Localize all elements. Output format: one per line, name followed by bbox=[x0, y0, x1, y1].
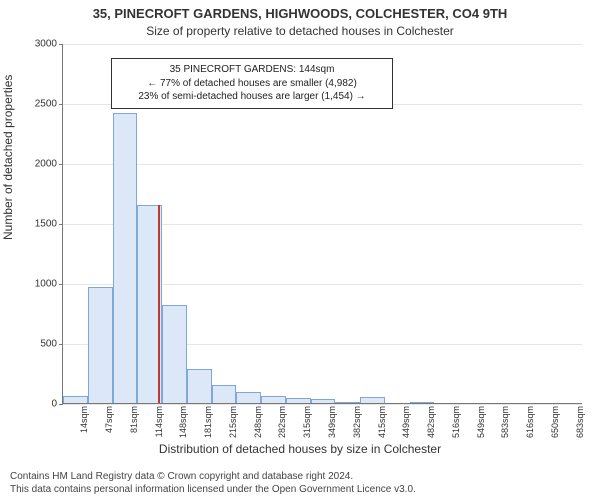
y-axis-label: Number of detached properties bbox=[1, 75, 15, 240]
gridline bbox=[63, 404, 582, 405]
bar bbox=[88, 287, 113, 403]
footer: Contains HM Land Registry data © Crown c… bbox=[10, 471, 590, 496]
y-tick-mark bbox=[59, 404, 63, 405]
chart-title: 35, PINECROFT GARDENS, HIGHWOODS, COLCHE… bbox=[0, 6, 600, 21]
bar bbox=[311, 399, 336, 403]
bar bbox=[113, 113, 138, 403]
x-tick-label: 516sqm bbox=[451, 406, 461, 438]
x-tick-label: 148sqm bbox=[178, 406, 188, 438]
annotation-line3: 23% of semi-detached houses are larger (… bbox=[118, 90, 386, 104]
annotation-line2: ← 77% of detached houses are smaller (4,… bbox=[118, 77, 386, 91]
bar bbox=[360, 397, 385, 403]
footer-line2: This data contains personal information … bbox=[10, 484, 590, 497]
bar bbox=[410, 402, 435, 403]
bar bbox=[162, 305, 187, 403]
bar bbox=[187, 369, 212, 403]
x-tick-label: 382sqm bbox=[352, 406, 362, 438]
x-tick-label: 47sqm bbox=[104, 406, 114, 433]
x-tick-label: 114sqm bbox=[154, 406, 164, 437]
x-tick-label: 616sqm bbox=[525, 406, 535, 438]
x-tick-label: 549sqm bbox=[476, 406, 486, 438]
x-axis-label: Distribution of detached houses by size … bbox=[0, 442, 600, 456]
bar bbox=[286, 398, 311, 403]
x-tick-label: 14sqm bbox=[79, 406, 89, 433]
x-tick-label: 449sqm bbox=[401, 406, 411, 438]
bar bbox=[236, 392, 261, 403]
bar bbox=[261, 396, 286, 403]
bar bbox=[212, 385, 237, 403]
chart-container: 35, PINECROFT GARDENS, HIGHWOODS, COLCHE… bbox=[0, 0, 600, 500]
x-tick-label: 650sqm bbox=[550, 406, 560, 438]
plot-area: 35 PINECROFT GARDENS: 144sqm ← 77% of de… bbox=[62, 44, 582, 404]
footer-line1: Contains HM Land Registry data © Crown c… bbox=[10, 471, 590, 484]
x-tick-label: 583sqm bbox=[500, 406, 510, 438]
x-tick-label: 349sqm bbox=[327, 406, 337, 438]
x-tick-label: 282sqm bbox=[277, 406, 287, 438]
x-tick-label: 415sqm bbox=[377, 406, 387, 438]
x-tick-label: 683sqm bbox=[575, 406, 585, 438]
annotation-line1: 35 PINECROFT GARDENS: 144sqm bbox=[118, 63, 386, 77]
x-tick-label: 215sqm bbox=[228, 406, 238, 438]
x-tick-label: 248sqm bbox=[253, 406, 263, 438]
x-tick-label: 181sqm bbox=[203, 406, 213, 438]
x-tick-label: 81sqm bbox=[129, 406, 139, 433]
subject-marker bbox=[158, 205, 160, 403]
bar bbox=[63, 396, 88, 403]
chart-subtitle: Size of property relative to detached ho… bbox=[0, 24, 600, 38]
annotation-box: 35 PINECROFT GARDENS: 144sqm ← 77% of de… bbox=[111, 58, 393, 109]
x-tick-label: 482sqm bbox=[426, 406, 436, 438]
bar bbox=[335, 402, 360, 403]
x-tick-label: 315sqm bbox=[302, 406, 312, 438]
